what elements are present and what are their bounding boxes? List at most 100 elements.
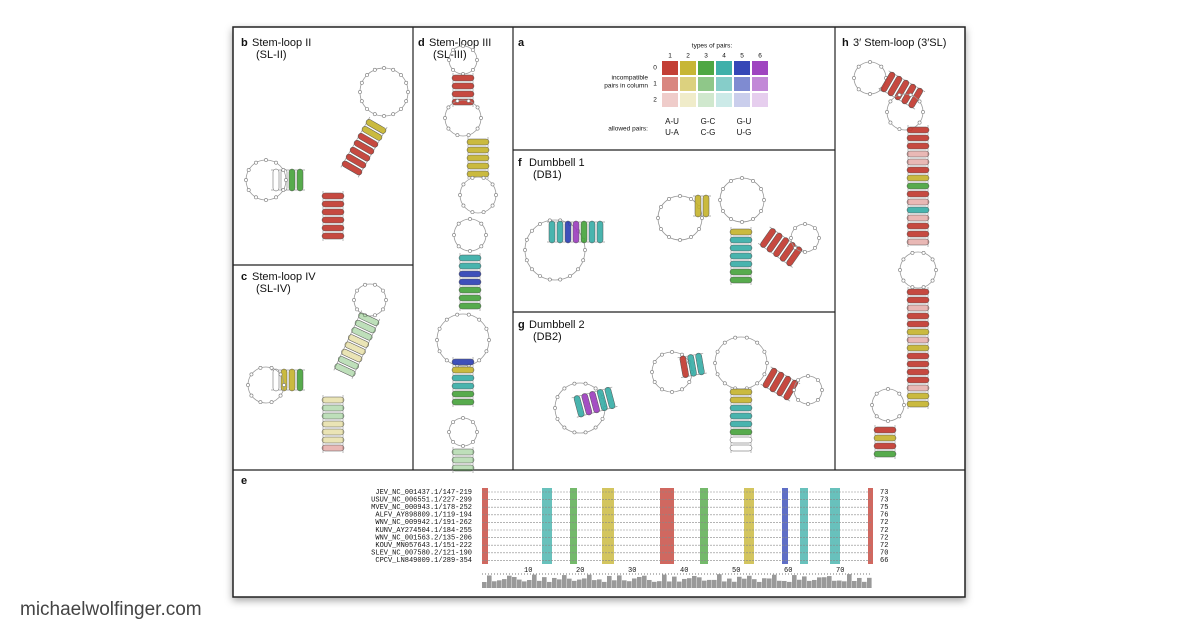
- color-swatch: [698, 93, 714, 107]
- panel-subtitle: (DB2): [533, 331, 562, 343]
- nucleotide: [282, 383, 286, 387]
- nucleotide: [258, 365, 263, 370]
- nucleotide: [399, 107, 403, 111]
- nucleotide: [461, 44, 465, 48]
- conservation-bar: [522, 581, 527, 588]
- row-number: 0: [653, 65, 657, 72]
- nucleotide: [793, 226, 798, 231]
- base-pair: [334, 363, 356, 377]
- nucleotide: [475, 126, 480, 131]
- base-pair: [588, 220, 596, 244]
- base-pair: [349, 146, 371, 162]
- column-number: 4: [722, 53, 726, 60]
- allowed-pair: U-A: [665, 128, 679, 137]
- nucleotide: [355, 307, 359, 312]
- nucleotide: [470, 420, 475, 425]
- base-pair: [288, 168, 296, 192]
- base-pair: [337, 356, 359, 370]
- stem: [878, 70, 926, 110]
- conservation-bar: [652, 581, 657, 588]
- nucleotide: [886, 387, 890, 391]
- conservation-bar: [677, 581, 682, 588]
- nucleotide: [697, 227, 701, 231]
- conservation-bar: [512, 576, 517, 588]
- sequence-name: USUV_NC_006551.1/227-299: [371, 496, 472, 504]
- nucleotide: [856, 87, 861, 92]
- conserved-column: [482, 488, 488, 564]
- nucleotide: [477, 358, 482, 363]
- nucleotide: [656, 216, 660, 220]
- base-pair: [458, 278, 482, 286]
- nucleotide: [264, 198, 268, 202]
- conservation-bar: [722, 581, 727, 588]
- nucleotide: [359, 99, 364, 104]
- nucleotide: [479, 116, 483, 120]
- base-pair: [365, 119, 387, 134]
- base-pair: [880, 71, 896, 93]
- nucleotide: [244, 178, 248, 182]
- nucleotide: [381, 288, 385, 293]
- conservation-bar: [627, 581, 632, 588]
- nucleotide: [399, 73, 403, 77]
- conservation-bar: [837, 580, 842, 588]
- stem: [760, 366, 801, 402]
- nucleotide: [269, 365, 274, 370]
- nucleotide: [352, 298, 356, 302]
- panel-title: Stem-loop II: [252, 37, 311, 49]
- base-pair: [451, 398, 475, 406]
- nucleotide: [901, 257, 906, 262]
- ruler-label: 70: [836, 567, 844, 575]
- nucleotide: [793, 245, 798, 250]
- nucleotide: [435, 338, 439, 342]
- nucleotide: [466, 133, 471, 138]
- nucleotide: [470, 48, 475, 53]
- nucleotide: [479, 221, 484, 226]
- conservation-bar: [577, 579, 582, 588]
- conservation-bar: [747, 575, 752, 588]
- column-number: 5: [740, 53, 744, 60]
- conservation-bar: [617, 575, 622, 588]
- base-pair: [458, 262, 482, 270]
- base-pair: [321, 396, 345, 404]
- conserved-column: [542, 488, 552, 564]
- nucleotide: [715, 349, 720, 354]
- nucleotide: [484, 326, 489, 331]
- nucleotide: [451, 439, 456, 444]
- nucleotide: [490, 203, 495, 208]
- base-pair: [572, 220, 580, 244]
- nucleotide: [733, 335, 738, 340]
- base-pair: [451, 456, 475, 464]
- conservation-bar: [817, 577, 822, 588]
- nucleotide: [762, 372, 767, 377]
- conservation-bar: [637, 576, 642, 588]
- nucleotide: [874, 391, 879, 396]
- conservation-bar: [517, 579, 522, 588]
- conservation-bar: [692, 575, 697, 588]
- nucleotide: [886, 419, 890, 423]
- base-pair: [348, 334, 370, 348]
- allowed-pair: U-G: [737, 128, 752, 137]
- nucleotide: [475, 58, 479, 62]
- base-pair: [466, 162, 490, 170]
- sequence-name: CPCV_LN849009.1/289-354: [375, 557, 472, 565]
- base-pair: [321, 420, 345, 428]
- conservation-bar: [737, 576, 742, 588]
- nucleotide: [246, 383, 250, 387]
- stem: [677, 352, 707, 378]
- nucleotide: [803, 250, 807, 254]
- nucleotide: [576, 267, 580, 272]
- nucleotide: [494, 193, 498, 197]
- base-pair: [729, 396, 753, 404]
- sequence-length: 73: [880, 489, 888, 497]
- conservation-bar: [782, 580, 787, 588]
- base-pair: [556, 220, 564, 244]
- base-pair: [906, 174, 930, 182]
- nucleotide: [246, 188, 251, 192]
- nucleotide: [452, 233, 456, 237]
- base-pair: [596, 389, 608, 412]
- stem: [458, 253, 482, 311]
- base-pair: [321, 444, 345, 452]
- nucleotide: [930, 257, 935, 262]
- base-pair: [773, 237, 789, 257]
- nucleotide: [447, 430, 451, 434]
